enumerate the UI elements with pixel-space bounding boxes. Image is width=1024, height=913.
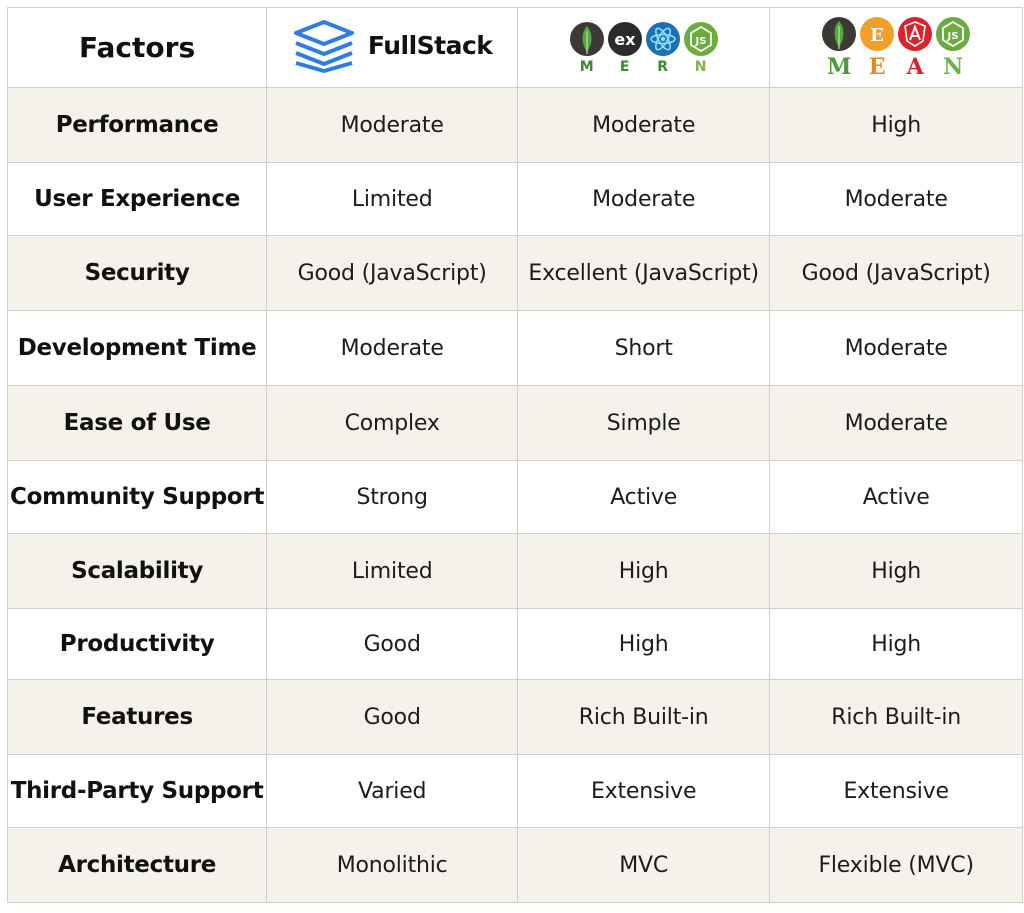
factor-cell: Community Support [6, 460, 268, 534]
mean-letter-m: M [826, 53, 852, 80]
factor-cell: Features [6, 679, 268, 755]
mean-cell: Moderate [769, 385, 1024, 461]
mern-letter-m: M [579, 58, 594, 75]
mern-cell: High [517, 533, 771, 609]
factor-cell: Development Time [6, 310, 268, 386]
mongodb-icon [569, 21, 604, 56]
factor-cell: Security [6, 235, 268, 311]
layers-icon [293, 19, 354, 73]
mern-cell: Extensive [517, 754, 771, 828]
mern-cell: Short [517, 310, 771, 386]
mern-header: ex [517, 7, 771, 88]
express-icon: E [860, 16, 895, 51]
mern-cell: Moderate [517, 87, 771, 163]
mean-cell: Moderate [769, 162, 1024, 236]
express-text: ex [614, 30, 636, 49]
table-row: Community Support Strong Active Active [6, 460, 1024, 534]
table-row: User Experience Limited Moderate Moderat… [6, 162, 1024, 236]
fullstack-label: FullStack [367, 31, 493, 60]
factor-cell: Performance [6, 87, 268, 163]
fullstack-cell: Monolithic [266, 827, 519, 903]
table-row: Security Good (JavaScript) Excellent (Ja… [6, 235, 1024, 311]
mean-cell: Extensive [769, 754, 1024, 828]
mean-logo: E JS M [821, 16, 971, 80]
factor-cell: Scalability [6, 533, 268, 609]
factors-header: Factors [6, 7, 268, 88]
header-row: Factors FullStack [6, 7, 1024, 88]
fullstack-cell: Moderate [266, 87, 519, 163]
angular-icon [898, 16, 933, 51]
mern-cell: Active [517, 460, 771, 534]
table-row: Architecture Monolithic MVC Flexible (MV… [6, 827, 1024, 903]
table-row: Performance Moderate Moderate High [6, 87, 1024, 163]
mean-letters: M E A N [821, 54, 971, 80]
fullstack-cell: Varied [266, 754, 519, 828]
fullstack-cell: Limited [266, 533, 519, 609]
fullstack-cell: Limited [266, 162, 519, 236]
comparison-table-wrapper: Factors FullStack [6, 7, 1024, 903]
fullstack-cell: Good [266, 608, 519, 680]
fullstack-header: FullStack [266, 7, 519, 88]
mean-cell: Active [769, 460, 1024, 534]
table-row: Scalability Limited High High [6, 533, 1024, 609]
mean-letter-a: A [906, 53, 924, 80]
mern-logo: ex [569, 21, 719, 75]
mern-cell: Simple [517, 385, 771, 461]
mean-cell: High [769, 87, 1024, 163]
factor-cell: Architecture [6, 827, 268, 903]
factor-cell: Third-Party Support [6, 754, 268, 828]
table-row: Ease of Use Complex Simple Moderate [6, 385, 1024, 461]
mern-cell: Rich Built-in [517, 679, 771, 755]
mean-cell: Rich Built-in [769, 679, 1024, 755]
mern-cell: High [517, 608, 771, 680]
svg-text:JS: JS [947, 31, 959, 42]
mongodb-icon [822, 16, 857, 51]
express-text: E [870, 25, 884, 46]
table-row: Features Good Rich Built-in Rich Built-i… [6, 679, 1024, 755]
fullstack-cell: Good (JavaScript) [266, 235, 519, 311]
express-icon: ex [607, 21, 642, 56]
mern-cell: MVC [517, 827, 771, 903]
mern-letter-n: N [694, 58, 707, 75]
factor-cell: Productivity [6, 608, 268, 680]
mean-cell: Flexible (MVC) [769, 827, 1024, 903]
nodejs-icon: JS [936, 16, 971, 51]
mean-letter-e: E [868, 53, 886, 80]
svg-text:JS: JS [694, 36, 706, 47]
table-row: Development Time Moderate Short Moderate [6, 310, 1024, 386]
mern-letter-e: E [619, 58, 630, 75]
react-icon [645, 21, 680, 56]
mean-cell: High [769, 608, 1024, 680]
nodejs-icon: JS [683, 21, 718, 56]
mean-cell: Moderate [769, 310, 1024, 386]
mern-letters: M E R N [569, 59, 719, 75]
mern-cell: Moderate [517, 162, 771, 236]
factor-cell: User Experience [6, 162, 268, 236]
mean-cell: Good (JavaScript) [769, 235, 1024, 311]
mean-header: E JS M [769, 7, 1024, 88]
stack-comparison-table: Factors FullStack [6, 7, 1024, 903]
factor-cell: Ease of Use [6, 385, 268, 461]
fullstack-cell: Good [266, 679, 519, 755]
fullstack-cell: Strong [266, 460, 519, 534]
mern-cell: Excellent (JavaScript) [517, 235, 771, 311]
mean-letter-n: N [943, 53, 964, 80]
mern-letter-r: R [657, 58, 669, 75]
table-row: Productivity Good High High [6, 608, 1024, 680]
mean-cell: High [769, 533, 1024, 609]
fullstack-cell: Moderate [266, 310, 519, 386]
table-row: Third-Party Support Varied Extensive Ext… [6, 754, 1024, 828]
fullstack-logo: FullStack [292, 19, 493, 73]
fullstack-cell: Complex [266, 385, 519, 461]
